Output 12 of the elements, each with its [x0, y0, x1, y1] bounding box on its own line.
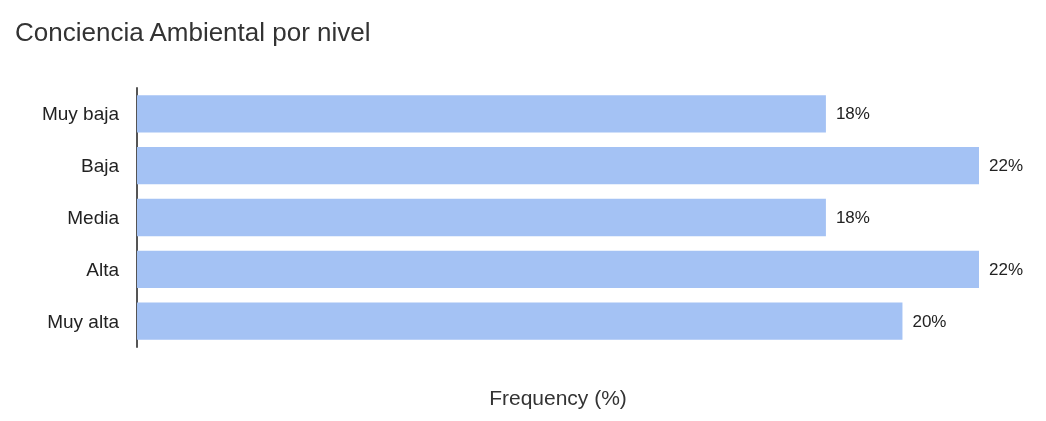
x-axis-title: Frequency (%): [489, 386, 627, 409]
y-tick-label: Media: [67, 207, 120, 228]
chart-title: Conciencia Ambiental por nivel: [15, 17, 371, 47]
y-tick-label: Alta: [86, 258, 120, 280]
y-tick-label: Muy alta: [47, 310, 120, 332]
y-tick-label: Baja: [80, 155, 120, 177]
data-label: 22%: [989, 156, 1024, 176]
data-label: 22%: [989, 259, 1024, 279]
y-tick-label: Muy baja: [41, 103, 120, 125]
data-label: 20%: [912, 311, 947, 331]
data-label: 18%: [835, 208, 870, 227]
data-label: 18%: [835, 104, 870, 124]
